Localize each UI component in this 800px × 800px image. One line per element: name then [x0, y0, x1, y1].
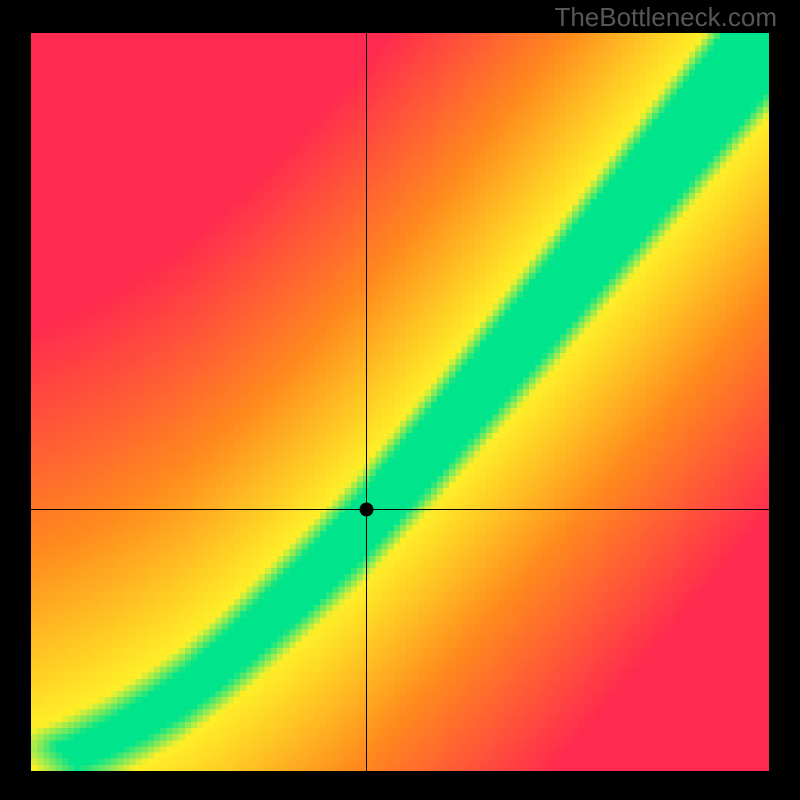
chart-container: { "watermark": { "text": "TheBottleneck.… [0, 0, 800, 800]
watermark-text: TheBottleneck.com [554, 2, 777, 33]
crosshair-overlay [31, 33, 769, 771]
